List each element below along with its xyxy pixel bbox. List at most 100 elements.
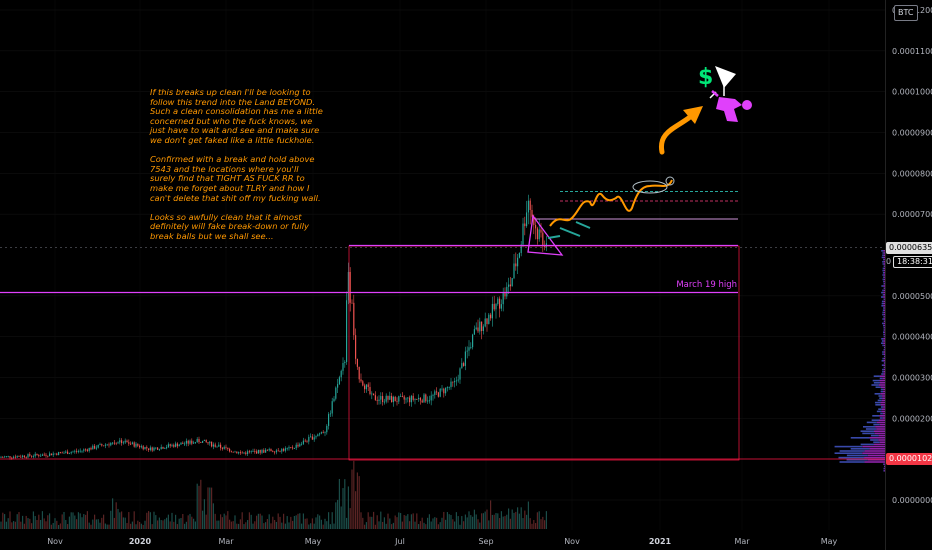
profile-row-down [879, 441, 885, 443]
profile-row-up [883, 265, 885, 267]
time-tick-label-6: Nov [564, 537, 580, 546]
candle [279, 450, 281, 453]
profile-row-down [883, 267, 885, 270]
volume-bar [520, 507, 522, 529]
candle [265, 448, 267, 453]
candle [146, 445, 148, 451]
candle [250, 450, 252, 454]
profile-row-down [882, 397, 885, 399]
profile-row-down [867, 459, 885, 461]
volume-bar [536, 512, 538, 529]
price-tick-label-6: 0.00005000 [892, 292, 932, 301]
volume-bar [22, 515, 24, 529]
candle [283, 447, 285, 452]
candle [173, 443, 175, 448]
profile-row-up [882, 254, 884, 256]
profile-row-up [881, 285, 884, 287]
volume-bar [333, 523, 335, 529]
volume-bar [207, 487, 209, 529]
candle [155, 447, 157, 450]
volume-bar [497, 513, 499, 529]
volume-bar [293, 516, 295, 529]
candle [140, 444, 142, 449]
candle [477, 319, 479, 334]
profile-row-up [879, 397, 883, 399]
candle [333, 396, 335, 403]
volume-bar [310, 523, 312, 529]
candle [52, 451, 54, 458]
candle [542, 228, 544, 253]
volume-bar [329, 524, 331, 529]
profile-row-down [864, 461, 885, 463]
volume-bar [522, 518, 524, 529]
volume-bar [56, 520, 58, 529]
volume-bar [184, 523, 186, 529]
profile-row-up [870, 434, 879, 437]
volume-bar [446, 512, 448, 529]
volume-bar [531, 523, 533, 529]
volume-bar [101, 517, 103, 529]
volume-bar [477, 519, 479, 529]
volume-bar [133, 511, 135, 529]
candle [342, 357, 344, 375]
volume-bar [475, 514, 477, 529]
candle [41, 453, 43, 457]
volume-bar [7, 518, 9, 529]
volume-bar [538, 511, 540, 529]
candle [484, 312, 486, 328]
profile-row-down [884, 280, 885, 283]
profile-row-up [860, 443, 875, 446]
candle [329, 410, 331, 418]
candle [272, 450, 274, 453]
candle [110, 442, 112, 447]
volume-bar [61, 514, 63, 529]
volume-bar [430, 521, 432, 529]
profile-row-down [879, 379, 885, 382]
candle [481, 321, 483, 340]
candle [400, 393, 402, 397]
profile-row-up [874, 401, 881, 404]
volume-bar [459, 524, 461, 529]
volume-bar [427, 517, 429, 529]
candle [319, 432, 321, 437]
volume-bar [94, 514, 96, 529]
symbol-badge[interactable]: BTC [894, 5, 918, 21]
profile-row-down [864, 456, 885, 459]
profile-row-up [882, 318, 884, 320]
candle [306, 439, 308, 443]
candle [85, 448, 87, 452]
profile-row-up [878, 395, 883, 397]
price-tick-label-1: 0.00011000 [892, 47, 932, 56]
candle [290, 447, 292, 449]
candle [239, 450, 241, 455]
volume-bar [463, 521, 465, 529]
grid [0, 0, 885, 530]
volume-bar [337, 499, 339, 529]
profile-row-down [883, 338, 885, 340]
profile-row-down [878, 439, 885, 441]
candle [337, 378, 339, 394]
profile-row-down [884, 335, 885, 338]
profile-row-down [884, 327, 885, 329]
profile-row-up [834, 445, 863, 448]
volume-bar [448, 514, 450, 529]
volume-bar [16, 514, 18, 529]
volume-bar [49, 513, 51, 529]
volume-bar [378, 521, 380, 529]
profile-row-down [883, 351, 885, 353]
profile-row-up [880, 388, 884, 391]
profile-row-up [882, 353, 884, 355]
profile-row-up [873, 375, 880, 377]
volume-bar [45, 521, 47, 529]
candle [376, 396, 378, 405]
profile-row-down [884, 333, 885, 336]
profile-row-up [839, 461, 865, 463]
candle [151, 446, 153, 453]
profile-row-up [883, 463, 885, 465]
volume-bar [419, 521, 421, 529]
candle [221, 446, 223, 451]
volume-bar [50, 524, 52, 529]
candle [122, 440, 124, 445]
volume-bar [490, 500, 492, 529]
